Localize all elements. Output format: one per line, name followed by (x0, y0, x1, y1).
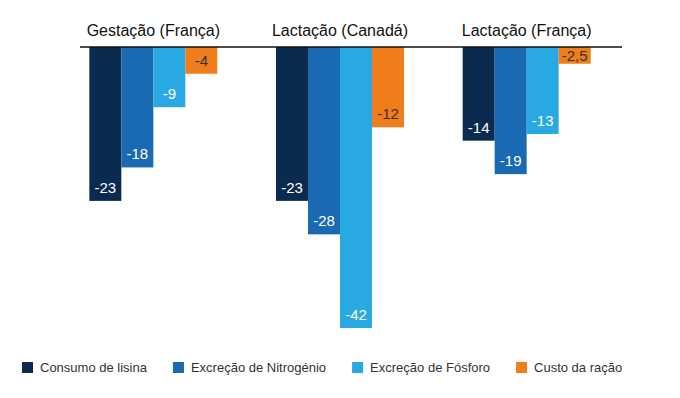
bar (495, 47, 527, 174)
data-label: -14 (468, 119, 490, 136)
legend-swatch (516, 362, 527, 373)
data-label: -12 (377, 105, 399, 122)
data-label: -4 (195, 52, 208, 69)
data-label: -19 (500, 152, 522, 169)
bars (89, 47, 590, 328)
bar (463, 47, 495, 141)
bar (121, 47, 153, 167)
legend-label: Custo da ração (534, 360, 622, 375)
legend-swatch (22, 362, 33, 373)
legend-label: Excreção de Nitrogénio (191, 360, 326, 375)
category-label: Lactação (Canadá) (272, 22, 408, 39)
bar (372, 47, 404, 127)
bar (559, 47, 591, 64)
bar (527, 47, 559, 134)
data-label: -2,5 (562, 47, 588, 64)
bar (153, 47, 185, 107)
category-label: Gestação (França) (87, 22, 220, 39)
chart: -23 -18 -9 -4 -23 -28 -42 -12 -14 -19 -13 -2,5 Gesta… (0, 0, 680, 398)
data-labels: -23 -18 -9 -4 -23 -28 -42 -12 -14 -19 -13 -2,5 (94, 47, 587, 323)
data-label: -23 (94, 179, 116, 196)
legend: Consumo de lisina Excreção de Nitrogénio E… (22, 360, 622, 375)
bar (340, 47, 372, 328)
legend-label: Excreção de Fósforo (370, 360, 490, 375)
bar (276, 47, 308, 201)
legend-label: Consumo de lisina (40, 360, 148, 375)
data-label: -28 (313, 212, 335, 229)
data-label: -18 (126, 145, 148, 162)
legend-swatch (173, 362, 184, 373)
data-label: -42 (345, 306, 367, 323)
bar (308, 47, 340, 234)
baseline (80, 46, 622, 48)
data-label: -9 (163, 85, 176, 102)
bar (89, 47, 121, 201)
data-label: -23 (281, 179, 303, 196)
legend-swatch (352, 362, 363, 373)
data-label: -13 (532, 112, 554, 129)
bar (185, 47, 217, 74)
category-label: Lactação (França) (462, 22, 592, 39)
